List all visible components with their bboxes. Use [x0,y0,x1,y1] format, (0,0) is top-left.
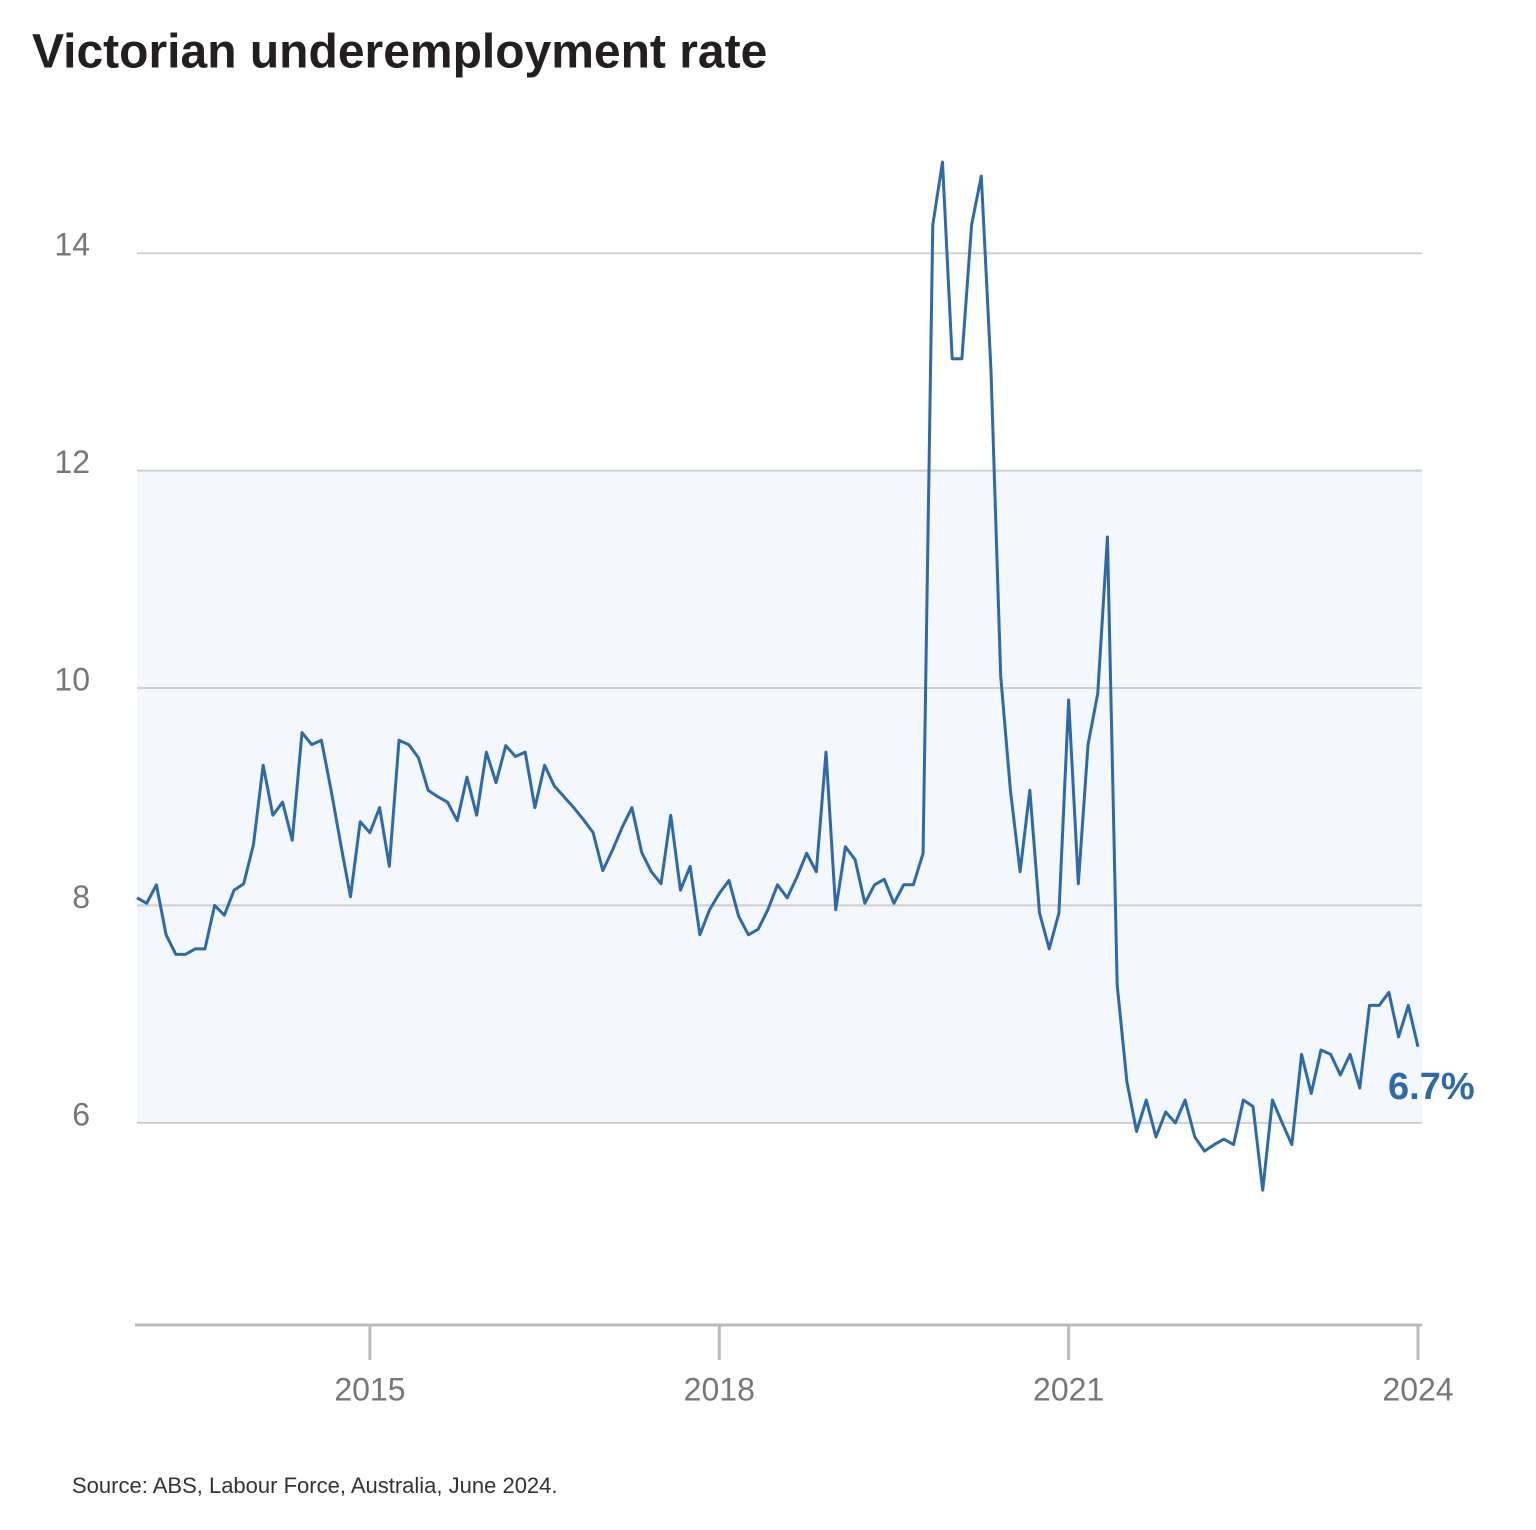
source-note: Source: ABS, Labour Force, Australia, Ju… [72,1473,558,1498]
data-line [136,160,1420,1192]
y-tick-label: 10 [54,661,90,697]
x-tick-label: 2015 [334,1371,405,1407]
x-tick-label: 2021 [1033,1371,1104,1407]
y-tick-label: 6 [72,1096,90,1132]
chart-title: Victorian underemployment rate [32,26,767,79]
y-tick-label: 8 [72,879,90,915]
shaded-band [137,470,1422,1123]
y-tick-label: 14 [54,227,90,263]
x-tick-label: 2018 [684,1371,755,1407]
y-tick-label: 12 [54,444,90,480]
x-tick-label: 2024 [1382,1371,1453,1407]
value-label: 6.7% [1388,1066,1475,1108]
